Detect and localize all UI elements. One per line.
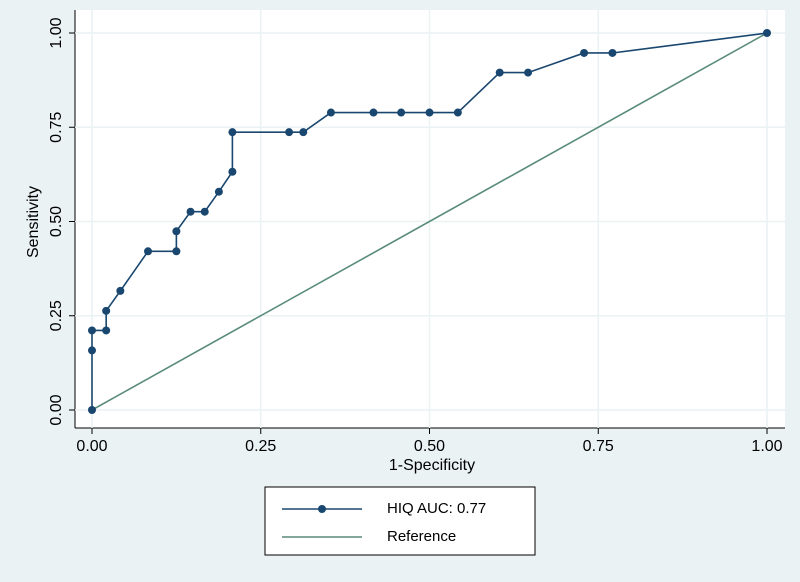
point [102,306,111,315]
x-tick-label: 1.00 [751,438,782,455]
point [326,108,335,117]
point [397,108,406,117]
y-tick-label: 0.00 [48,394,65,425]
x-tick-label: 0.75 [583,438,614,455]
y-tick-label: 1.00 [48,17,65,48]
point [369,108,378,117]
x-tick-label: 0.25 [245,438,276,455]
legend-label: Reference [387,528,456,545]
point [116,286,125,295]
point [453,108,462,117]
y-axis-label: Sensitivity [25,186,42,258]
y-tick-label: 0.25 [48,300,65,331]
y-tick-label: 0.50 [48,206,65,237]
point [285,128,294,137]
legend-label: HIQ AUC: 0.77 [387,500,486,517]
series-line [91,32,768,410]
point [172,227,181,236]
point [144,247,153,256]
x-tick-label: 0.50 [414,438,445,455]
point [88,326,96,335]
point [200,207,209,216]
x-axis-label: 1-Specificity [389,457,475,474]
y-tick-label: 0.75 [48,112,65,143]
point [186,207,195,216]
x-tick-label: 0.00 [76,438,107,455]
point [608,48,617,57]
point [763,29,771,37]
point [495,68,504,77]
series-line [91,32,768,411]
point [88,406,96,414]
point [299,128,308,137]
point [88,346,96,355]
legend-box [264,486,536,556]
point [425,108,434,117]
point [580,48,589,57]
point [228,128,237,137]
legend-marker [318,505,326,513]
point [102,326,111,335]
point [228,167,237,176]
point [524,68,533,77]
point [214,187,223,196]
point [172,247,181,256]
